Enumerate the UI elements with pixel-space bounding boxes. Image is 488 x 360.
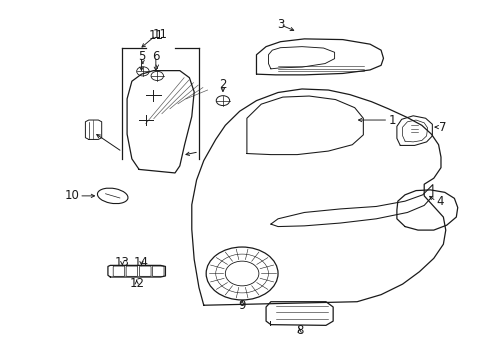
Text: 9: 9: [238, 299, 245, 312]
Text: 10: 10: [64, 189, 79, 202]
Text: 6: 6: [152, 50, 159, 63]
Text: 2: 2: [219, 78, 226, 91]
Text: 11: 11: [148, 29, 163, 42]
Text: 14: 14: [134, 256, 149, 269]
Text: 12: 12: [129, 276, 144, 289]
Text: 5: 5: [138, 50, 145, 63]
Text: 13: 13: [115, 256, 129, 269]
Text: 11: 11: [153, 28, 168, 41]
Text: 8: 8: [295, 324, 303, 337]
Text: 1: 1: [387, 113, 395, 126]
Text: 3: 3: [276, 18, 284, 31]
Text: 7: 7: [438, 121, 445, 134]
Text: 4: 4: [435, 195, 443, 208]
